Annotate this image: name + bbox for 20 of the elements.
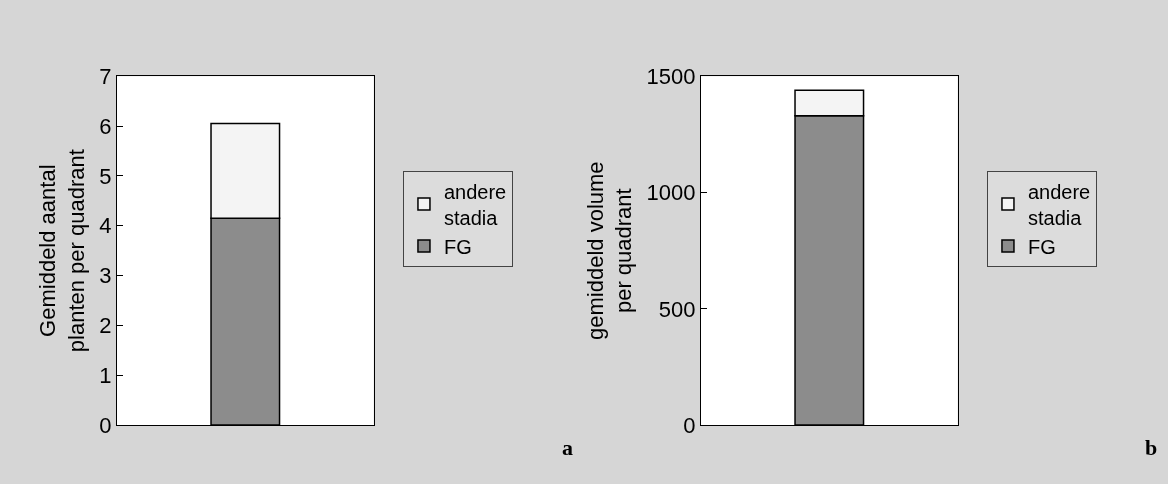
y-tick-label: 5 — [99, 163, 112, 189]
y-tick-label: 7 — [99, 63, 112, 89]
y-tick-label: 1000 — [646, 180, 696, 206]
y-axis-title: Gemiddeld aantal planten per quadrant — [35, 149, 89, 353]
text: a — [562, 435, 573, 460]
legend-label: andere stadia — [443, 180, 507, 229]
y-tick-label: 0 — [99, 412, 112, 438]
legend-label: FG — [1027, 235, 1056, 258]
y-tick-label: 4 — [99, 213, 112, 239]
y-axis-title: gemiddeld volume per quadrant — [582, 161, 637, 340]
y-tick-label: 1500 — [646, 63, 696, 89]
text: b — [1145, 435, 1158, 460]
y-tick-label: 2 — [99, 313, 112, 339]
legend-label: andere stadia — [1027, 180, 1091, 229]
legend-label: FG — [443, 235, 472, 258]
y-tick-label: 6 — [99, 113, 112, 139]
y-tick-label: 1 — [99, 362, 112, 388]
y-tick-label: 0 — [683, 412, 696, 438]
y-tick-label: 500 — [658, 296, 696, 322]
y-tick-label: 3 — [99, 263, 112, 289]
